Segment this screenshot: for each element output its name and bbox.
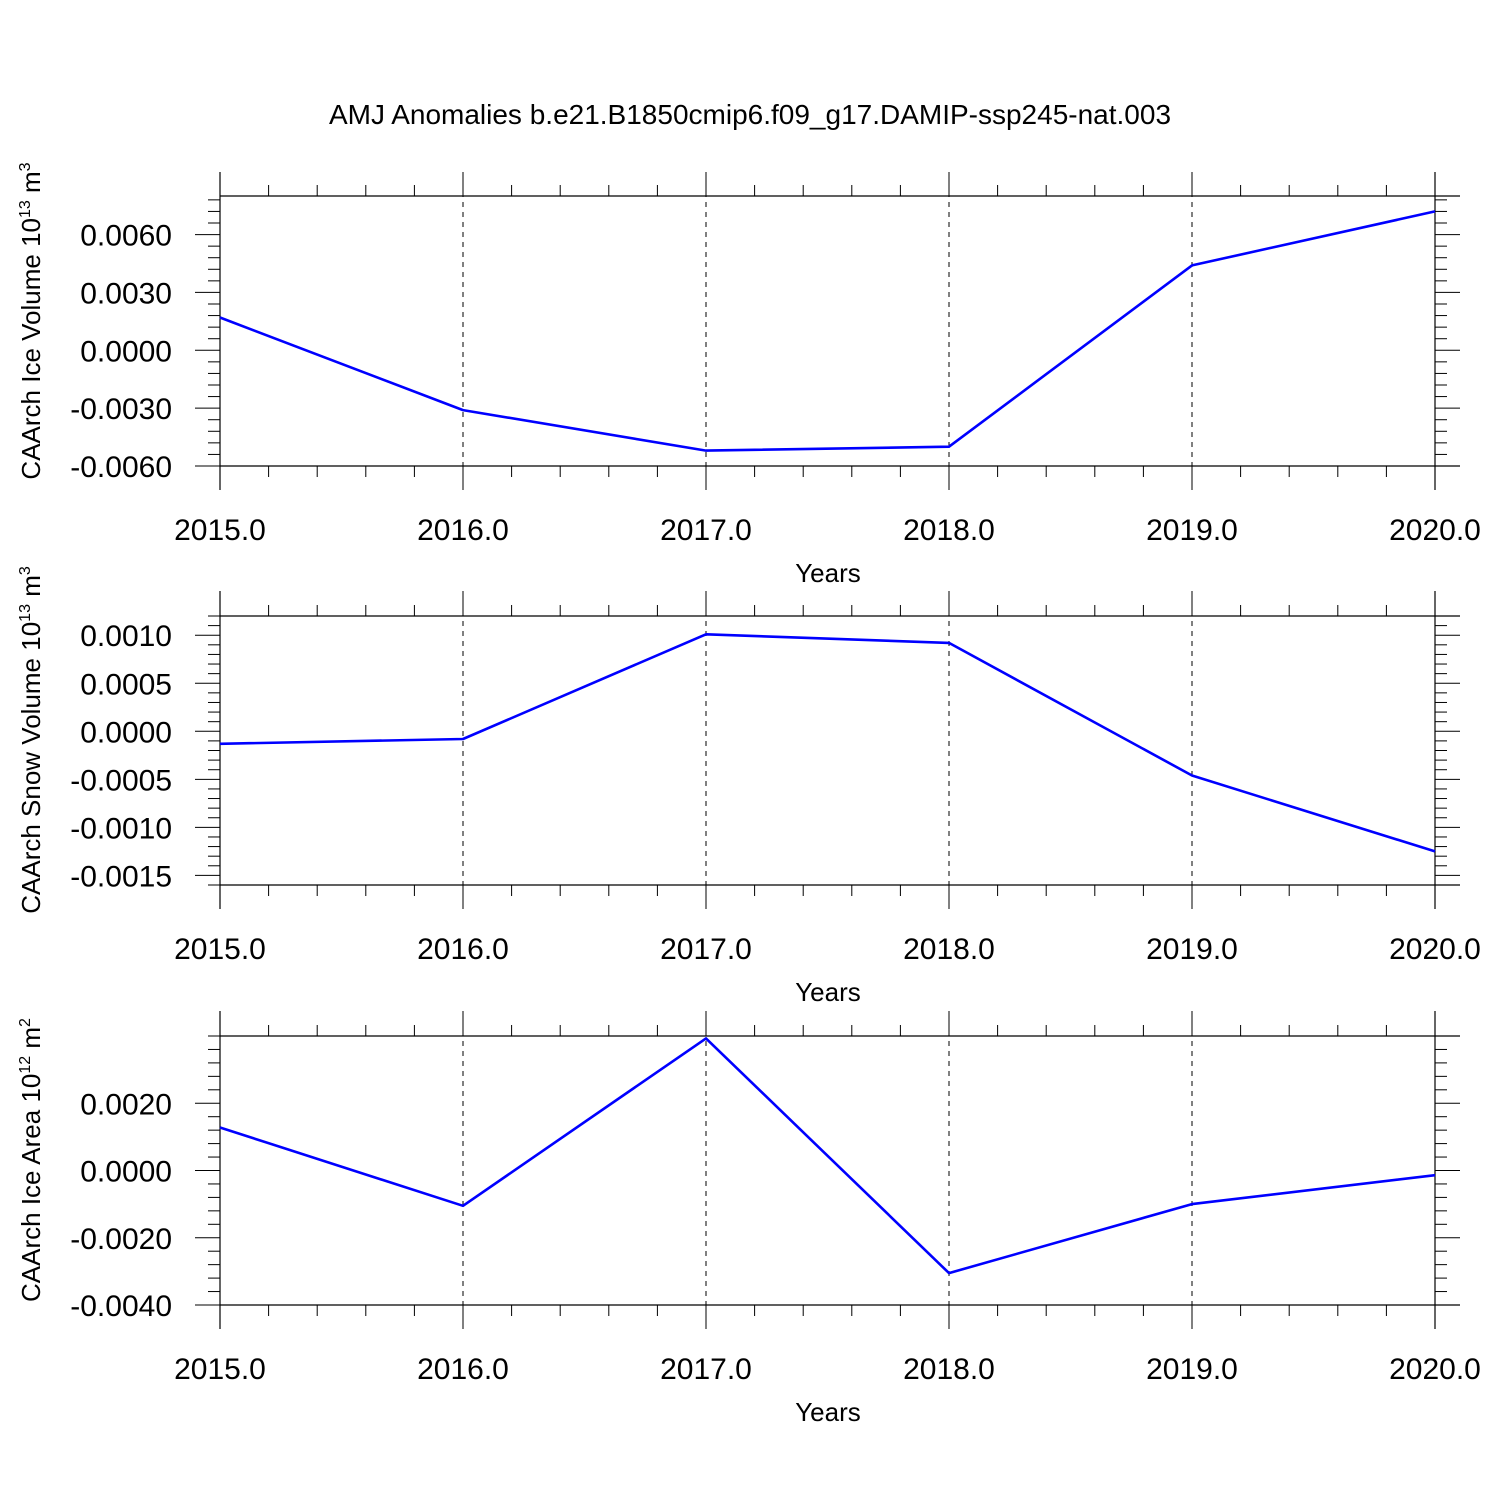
x-tick-label: 2019.0 [1146,933,1238,966]
figure-title: AMJ Anomalies b.e21.B1850cmip6.f09_g17.D… [329,99,1171,130]
x-tick-label: 2019.0 [1146,1353,1238,1386]
x-tick-label: 2020.0 [1389,1353,1481,1386]
x-axis-title: Years [795,1397,861,1427]
y-axis-title: CAArch Ice Area 1012 m2 [16,1018,46,1302]
y-tick-label: -0.0010 [70,812,172,845]
x-tick-label: 2016.0 [417,514,509,547]
y-axis-title: CAArch Ice Volume 1013 m3 [16,162,46,479]
x-tick-label: 2015.0 [174,1353,266,1386]
y-tick-label: -0.0015 [70,860,172,893]
y-tick-label: -0.0060 [70,451,172,484]
y-tick-label: 0.0060 [80,220,172,253]
y-tick-label: 0.0010 [80,620,172,653]
y-tick-label: -0.0005 [70,764,172,797]
y-tick-label: 0.0020 [80,1088,172,1121]
x-tick-label: 2018.0 [903,514,995,547]
x-tick-label: 2018.0 [903,933,995,966]
x-axis-title: Years [795,558,861,588]
y-tick-label: -0.0040 [70,1290,172,1323]
panel-2: 0.0010 0.0005 0.0000 -0.0005 -0.0010 -0.0015 2… [16,566,1481,1007]
y-tick-label: -0.0020 [70,1223,172,1256]
y-tick-label: 0.0000 [80,716,172,749]
y-tick-label: -0.0030 [70,393,172,426]
x-tick-label: 2020.0 [1389,933,1481,966]
series-line [219,210,1436,452]
x-tick-label: 2017.0 [660,514,752,547]
series-line [219,632,1436,853]
x-tick-label: 2017.0 [660,1353,752,1386]
y-tick-label: 0.0005 [80,668,172,701]
x-tick-label: 2016.0 [417,1353,509,1386]
y-tick-label: 0.0030 [80,277,172,310]
x-tick-label: 2020.0 [1389,514,1481,547]
y-axis-title: CAArch Snow Volume 1013 m3 [16,566,46,914]
y-tick-label: 0.0000 [80,1156,172,1189]
x-tick-label: 2016.0 [417,933,509,966]
x-tick-label: 2018.0 [903,1353,995,1386]
x-axis-title: Years [795,977,861,1007]
x-tick-label: 2015.0 [174,514,266,547]
x-tick-label: 2015.0 [174,933,266,966]
y-tick-label: 0.0000 [80,335,172,368]
x-tick-label: 2017.0 [660,933,752,966]
x-tick-label: 2019.0 [1146,514,1238,547]
series-line [219,1037,1436,1275]
